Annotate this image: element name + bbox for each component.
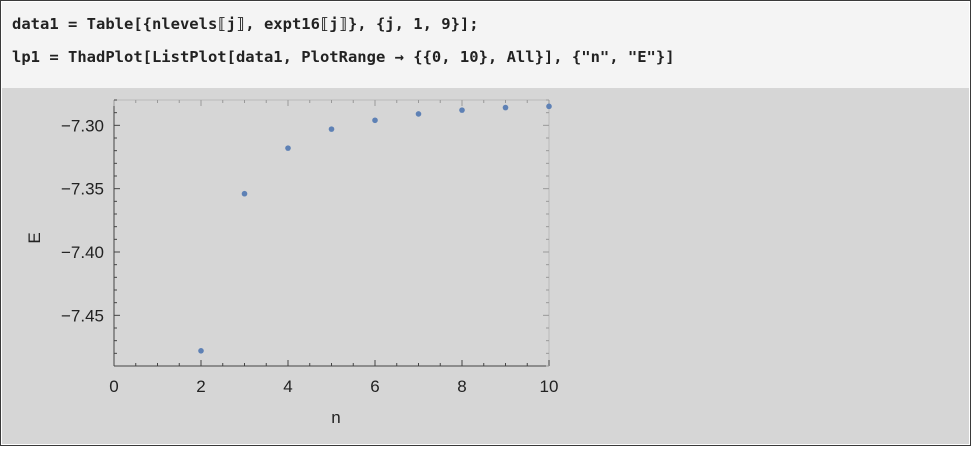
- data-point: [415, 111, 422, 117]
- x-tick-label: 0: [109, 377, 118, 396]
- scatter-plot: 0 2 4 6 8 10 −7.30 −7.35 −7.40 −7.45 n E: [25, 99, 558, 427]
- y-axis-label: E: [25, 232, 44, 243]
- data-point: [198, 348, 204, 354]
- code-line-1[interactable]: data1 = Table[{nlevels⟦j⟧, expt16⟦j⟧}, {…: [12, 15, 479, 33]
- data-point: [372, 117, 378, 124]
- data-point: [241, 190, 248, 197]
- input-cell[interactable]: data1 = Table[{nlevels⟦j⟧, expt16⟦j⟧}, {…: [2, 2, 969, 88]
- y-tick-label: −7.35: [61, 180, 104, 199]
- data-points: [198, 103, 552, 354]
- x-tick-label: 10: [540, 377, 559, 396]
- data-point: [285, 145, 291, 151]
- x-tick-label: 6: [370, 377, 379, 396]
- y-tick-label: −7.40: [61, 243, 104, 262]
- plot-axes: [113, 99, 550, 367]
- y-tick-label: −7.45: [61, 306, 104, 325]
- data-point: [459, 107, 465, 113]
- data-point: [546, 103, 552, 110]
- x-tick-label: 8: [457, 377, 466, 396]
- code-line-2[interactable]: lp1 = ThadPlot[ListPlot[data1, PlotRange…: [12, 48, 675, 66]
- y-tick-label: −7.30: [61, 116, 104, 135]
- x-ticks: 0 2 4 6 8 10: [109, 100, 558, 396]
- x-tick-label: 4: [283, 377, 292, 396]
- y-ticks: −7.30 −7.35 −7.40 −7.45: [61, 99, 549, 367]
- x-tick-label: 2: [196, 377, 205, 396]
- data-point: [502, 104, 509, 111]
- x-axis-label: n: [331, 408, 340, 427]
- output-cell: 0 2 4 6 8 10 −7.30 −7.35 −7.40 −7.45 n E: [2, 88, 969, 444]
- data-point: [328, 126, 335, 132]
